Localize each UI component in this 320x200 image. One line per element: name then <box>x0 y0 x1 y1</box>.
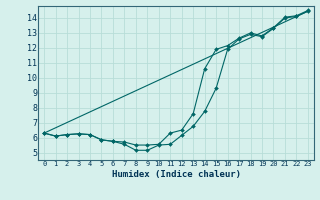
X-axis label: Humidex (Indice chaleur): Humidex (Indice chaleur) <box>111 170 241 179</box>
